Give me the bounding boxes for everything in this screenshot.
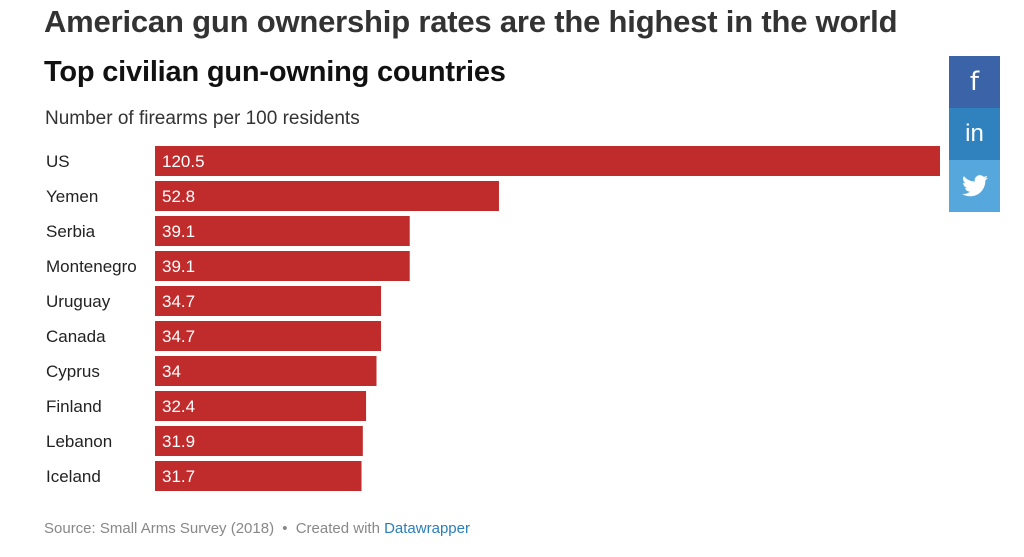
bar — [155, 216, 410, 246]
bar — [155, 426, 363, 456]
bar-value-label: 39.1 — [162, 222, 195, 241]
category-label: Finland — [46, 397, 102, 416]
category-label: Yemen — [46, 187, 98, 206]
chart-subtitle: Number of firearms per 100 residents — [45, 108, 360, 129]
bar — [155, 356, 377, 386]
datawrapper-link[interactable]: Datawrapper — [384, 520, 470, 537]
category-label: US — [46, 152, 70, 171]
bar — [155, 251, 410, 281]
twitter-icon — [961, 175, 988, 197]
bar-value-label: 34 — [162, 362, 181, 381]
linkedin-icon: in — [965, 120, 984, 147]
linkedin-share-button[interactable]: in — [949, 108, 1000, 160]
bar-value-label: 31.7 — [162, 467, 195, 486]
bar — [155, 461, 362, 491]
bar-value-label: 34.7 — [162, 327, 195, 346]
bar-value-label: 31.9 — [162, 432, 195, 451]
bar — [155, 286, 382, 316]
category-label: Serbia — [46, 222, 96, 241]
bar-value-label: 34.7 — [162, 292, 195, 311]
bar-value-label: 39.1 — [162, 257, 195, 276]
facebook-share-button[interactable]: f — [949, 56, 1000, 108]
bar — [155, 181, 499, 211]
category-label: Canada — [46, 327, 106, 346]
category-label: Iceland — [46, 467, 101, 486]
category-label: Cyprus — [46, 362, 100, 381]
source-separator: • — [282, 520, 288, 537]
bar-value-label: 120.5 — [162, 152, 205, 171]
category-label: Montenegro — [46, 257, 137, 276]
category-label: Uruguay — [46, 292, 111, 311]
twitter-share-button[interactable] — [949, 160, 1000, 212]
chart-title: Top civilian gun-owning countries — [44, 56, 506, 88]
source-text: Source: Small Arms Survey (2018) — [44, 520, 275, 537]
bar — [155, 391, 367, 421]
created-with-text: Created with — [295, 520, 380, 537]
bar-value-label: 32.4 — [162, 397, 195, 416]
bar — [155, 146, 940, 176]
chart-source: Source: Small Arms Survey (2018) • Creat… — [44, 520, 470, 537]
bar — [155, 321, 382, 351]
headline: American gun ownership rates are the hig… — [44, 4, 898, 39]
facebook-icon: f — [969, 67, 980, 97]
bar-value-label: 52.8 — [162, 187, 195, 206]
category-label: Lebanon — [46, 432, 112, 451]
